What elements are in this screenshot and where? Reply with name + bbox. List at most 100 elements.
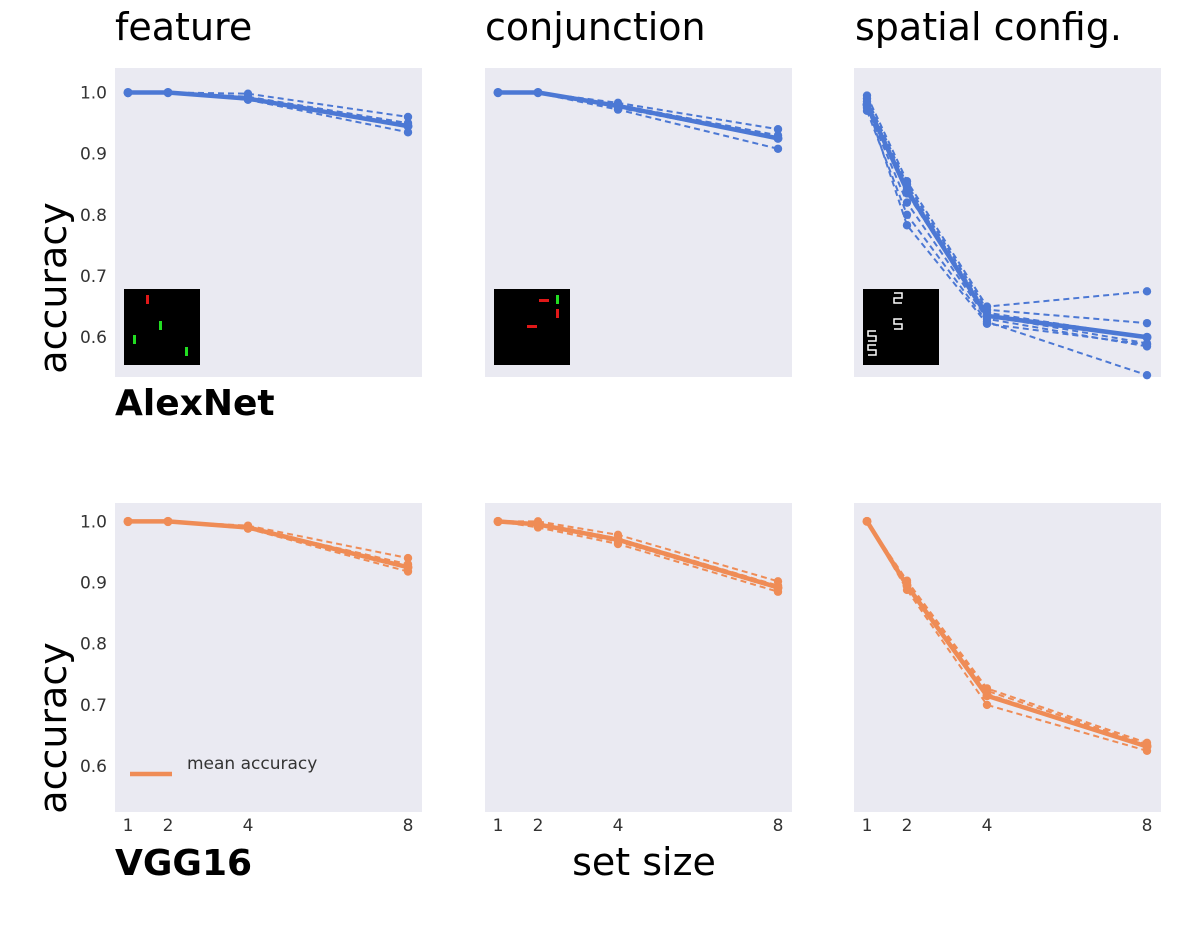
red-horizontal-bar [527, 325, 537, 328]
inset-example-conjunction [494, 289, 570, 365]
row-label-vgg16: VGG16 [115, 843, 252, 884]
mean-point [773, 582, 783, 592]
panel-0-1 [485, 68, 792, 377]
mean-point [862, 100, 872, 110]
mean-point [243, 94, 253, 104]
mean-line [128, 90, 409, 129]
x-tick-label: 8 [403, 816, 414, 836]
xlabel-set-size: set size [572, 840, 716, 884]
inset-background [863, 289, 939, 365]
mean-line [498, 90, 779, 141]
mean-point [123, 87, 133, 97]
y-tick-label: 0.6 [80, 757, 107, 777]
run-line [866, 104, 1148, 346]
col-title-conjunction: conjunction [485, 5, 706, 49]
mean-point [982, 311, 992, 321]
run-point [902, 221, 912, 230]
green-vertical-bar [185, 347, 188, 356]
mean-point [403, 121, 413, 131]
x-tick-label: 4 [613, 816, 624, 836]
panel-1-2: 1 2 4 8 [854, 503, 1161, 836]
row-label-alexnet: AlexNet [115, 383, 275, 424]
plot-area [485, 503, 792, 812]
mean-point [163, 516, 173, 526]
y-tick-label: 0.7 [80, 696, 107, 716]
red-vertical-bar [146, 295, 149, 304]
inset-example-spatial [863, 289, 939, 365]
mean-point [493, 516, 503, 526]
run-point [403, 112, 413, 122]
red-horizontal-bar [539, 299, 549, 302]
run-point [773, 144, 783, 153]
mean-point [533, 519, 543, 529]
red-vertical-bar [556, 309, 559, 318]
ylabel-top: accuracy [31, 202, 75, 373]
x-tick-label: 1 [862, 816, 873, 836]
mean-line [497, 519, 779, 590]
y-tick-label: 0.6 [80, 328, 107, 348]
plot-area [854, 503, 1161, 812]
inset-example-feature [124, 289, 200, 365]
legend-label: mean accuracy [187, 754, 317, 774]
mean-point [902, 581, 912, 591]
mean-line [864, 103, 1148, 340]
glyph-shape [867, 344, 877, 356]
panel-0-2 [854, 68, 1161, 380]
x-tick-label: 2 [902, 816, 913, 836]
run-point [403, 128, 413, 137]
mean-point [243, 522, 253, 532]
run-line [866, 95, 1148, 308]
glyph-shape [893, 318, 903, 330]
run-line [866, 98, 1148, 325]
glyph-shape [867, 330, 877, 342]
panel-1-1: 1 2 4 8 [485, 503, 792, 836]
y-tick-label: 0.9 [80, 145, 107, 165]
x-tick-label: 1 [123, 816, 134, 836]
run-point [902, 210, 912, 220]
run-point [1142, 318, 1152, 328]
run-line [866, 107, 1148, 348]
mean-point [1142, 742, 1152, 752]
x-tick-label: 8 [773, 816, 784, 836]
mean-point [902, 185, 912, 195]
ylabel-bottom: accuracy [31, 642, 75, 813]
mean-point [123, 516, 133, 526]
mean-point [982, 691, 992, 701]
green-vertical-bar [133, 335, 136, 344]
x-tick-label: 1 [493, 816, 504, 836]
mean-point [1142, 332, 1152, 342]
run-point [982, 319, 992, 328]
x-tick-label: 4 [243, 816, 254, 836]
x-tick-label: 8 [1142, 816, 1153, 836]
col-title-feature: feature [115, 5, 252, 49]
run-line [866, 520, 1148, 752]
y-tick-label: 0.8 [80, 635, 107, 655]
mean-point [403, 562, 413, 572]
mean-point [163, 87, 173, 97]
panel-1-0: 0.6 0.7 0.8 0.9 1.0 1 2 4 8 mean accuracy [80, 503, 422, 836]
run-point [773, 124, 783, 134]
x-tick-label: 4 [982, 816, 993, 836]
run-point [403, 553, 413, 563]
run-point [982, 700, 992, 710]
col-title-spatial-config: spatial config. [855, 5, 1122, 49]
y-tick-label: 0.7 [80, 267, 107, 287]
mean-point [493, 87, 503, 97]
run-point [902, 198, 912, 207]
mean-point [533, 87, 543, 97]
run-point [1142, 287, 1152, 296]
mean-point [773, 133, 783, 143]
y-tick-label: 1.0 [80, 83, 107, 103]
plot-area [115, 503, 422, 812]
mean-point [613, 535, 623, 545]
y-tick-label: 0.9 [80, 574, 107, 594]
run-point [1142, 340, 1152, 349]
mean-point [862, 516, 872, 526]
panel-0-0: 0.6 0.7 0.8 0.9 1.0 [80, 68, 422, 377]
legend: mean accuracy [130, 754, 317, 777]
green-vertical-bar [159, 321, 162, 330]
glyph-shape [893, 292, 903, 304]
y-tick-label: 0.8 [80, 206, 107, 226]
x-tick-label: 2 [533, 816, 544, 836]
